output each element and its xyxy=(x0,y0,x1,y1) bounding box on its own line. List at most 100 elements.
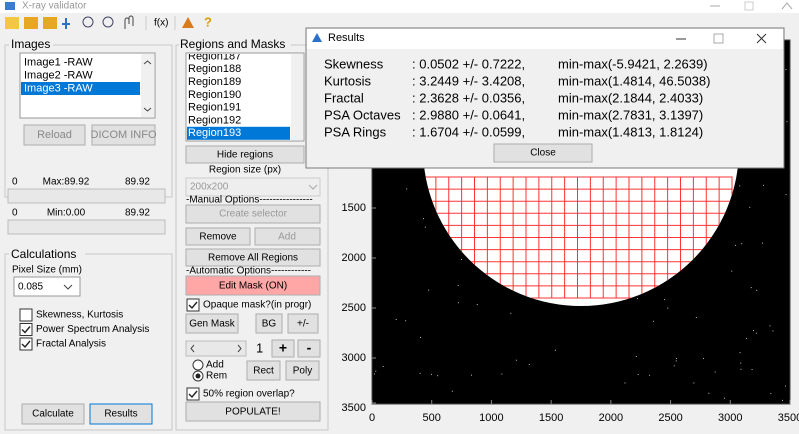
checkbox-label: 50% region overlap? xyxy=(203,389,295,400)
speckle xyxy=(555,350,556,351)
radio[interactable] xyxy=(193,360,203,370)
speckle xyxy=(374,373,375,374)
speckle xyxy=(785,386,786,387)
reload-label: Reload xyxy=(37,129,72,141)
region-item: Region191 xyxy=(188,102,241,114)
x-tick-label: 2500 xyxy=(658,412,682,424)
image-item: Image3 -RAW xyxy=(24,82,93,94)
speckle xyxy=(763,185,764,186)
gen-mask-label: Gen Mask xyxy=(189,319,236,330)
scrollbar[interactable] xyxy=(291,54,303,140)
x-tick-label: 1000 xyxy=(479,412,503,424)
edit-mask-label: Edit Mask (ON) xyxy=(219,281,287,292)
radio-label: Rem xyxy=(206,371,227,382)
dicom-label: DICOM INFO xyxy=(91,129,157,141)
results-label: Results xyxy=(104,409,137,420)
title-bar xyxy=(0,0,799,13)
checkbox[interactable] xyxy=(20,309,32,321)
min-label: Min:0.00 xyxy=(47,208,86,219)
new-icon[interactable] xyxy=(5,17,19,29)
save-icon[interactable] xyxy=(43,17,57,29)
populate-label: POPULATE! xyxy=(225,407,280,418)
calculate-label: Calculate xyxy=(32,409,74,420)
radio-label: Add xyxy=(206,360,224,371)
pixel-size-value: 0.085 xyxy=(18,282,43,293)
result-name: PSA Rings xyxy=(324,124,387,139)
speckle xyxy=(715,372,716,373)
region-item: Region189 xyxy=(188,76,241,88)
speckle xyxy=(437,375,438,376)
speckle xyxy=(624,382,625,383)
speckle xyxy=(458,285,459,286)
poly-label: Poly xyxy=(293,366,312,377)
speckle xyxy=(762,243,763,244)
manual-options: -Manual Options---------------- xyxy=(186,195,313,206)
speckle xyxy=(383,366,384,367)
y-tick-label: 1500 xyxy=(342,202,366,214)
region-item: Region192 xyxy=(188,114,241,126)
speckle xyxy=(751,287,752,288)
speckle xyxy=(756,290,757,291)
result-name: PSA Octaves xyxy=(324,107,401,122)
region-item: Region188 xyxy=(188,63,241,75)
checkbox[interactable] xyxy=(20,338,32,350)
speckle xyxy=(461,259,462,260)
result-value: : 3.2449 +/- 3.4208, xyxy=(412,73,525,88)
scrollbar[interactable] xyxy=(141,54,154,117)
speckle xyxy=(703,358,704,359)
app-window: X-ray validator f(x) ? Images Image1 -RA… xyxy=(0,0,799,434)
checkbox[interactable] xyxy=(20,324,32,336)
x-tick-label: 3500 xyxy=(778,412,799,424)
speckle xyxy=(431,374,432,375)
image-item: Image1 -RAW xyxy=(24,56,93,68)
help-button[interactable]: ? xyxy=(204,14,212,29)
speckle xyxy=(756,333,757,334)
speckle xyxy=(749,207,750,208)
checkbox[interactable] xyxy=(187,388,199,400)
count-value: 1 xyxy=(256,340,263,355)
region-item: Region190 xyxy=(188,89,241,101)
speckle xyxy=(420,373,421,374)
x-tick-label: 2000 xyxy=(599,412,623,424)
region-size-value: 200x200 xyxy=(190,182,229,193)
checkbox-label: Power Spectrum Analysis xyxy=(36,324,149,335)
speckle xyxy=(782,400,783,401)
speckle xyxy=(731,271,732,272)
speckle xyxy=(676,360,677,361)
result-value: : 2.3628 +/- 0.0356, xyxy=(412,90,525,105)
speckle xyxy=(406,188,407,189)
speckle xyxy=(785,194,786,195)
min-slider[interactable] xyxy=(8,220,165,234)
speckle xyxy=(667,308,668,309)
image-item: Image2 -RAW xyxy=(24,69,93,81)
speckle xyxy=(477,304,478,305)
result-range: min-max(2.7831, 3.1397) xyxy=(558,107,703,122)
speckle xyxy=(420,337,421,338)
minus-label: - xyxy=(307,340,312,356)
bg-label: BG xyxy=(262,319,277,330)
speckle xyxy=(452,391,453,392)
checkbox-label: Fractal Analysis xyxy=(36,339,106,350)
x-tick-label: 0 xyxy=(369,412,375,424)
x-tick-label: 1500 xyxy=(539,412,563,424)
result-range: min-max(1.4813, 1.8124) xyxy=(558,124,703,139)
min-high: 89.92 xyxy=(125,208,150,219)
speckle xyxy=(752,369,753,370)
max-slider[interactable] xyxy=(8,189,165,203)
result-value: : 0.0502 +/- 0.7222, xyxy=(412,56,525,71)
close-label: Close xyxy=(530,148,556,159)
remove-label: Remove xyxy=(199,232,237,243)
speckle xyxy=(772,330,773,331)
images-title: Images xyxy=(11,37,50,51)
speckle xyxy=(740,363,741,364)
fx-button[interactable]: f(x) xyxy=(154,18,168,29)
checkbox[interactable] xyxy=(187,299,199,311)
hide-regions-label: Hide regions xyxy=(217,150,273,161)
calc-title: Calculations xyxy=(11,247,76,261)
region-size-label: Region size (px) xyxy=(209,165,281,176)
open-icon[interactable] xyxy=(24,17,38,29)
speckle xyxy=(458,302,459,303)
count-slider[interactable] xyxy=(186,341,246,356)
max-high: 89.92 xyxy=(125,177,150,188)
speckle xyxy=(516,360,517,361)
